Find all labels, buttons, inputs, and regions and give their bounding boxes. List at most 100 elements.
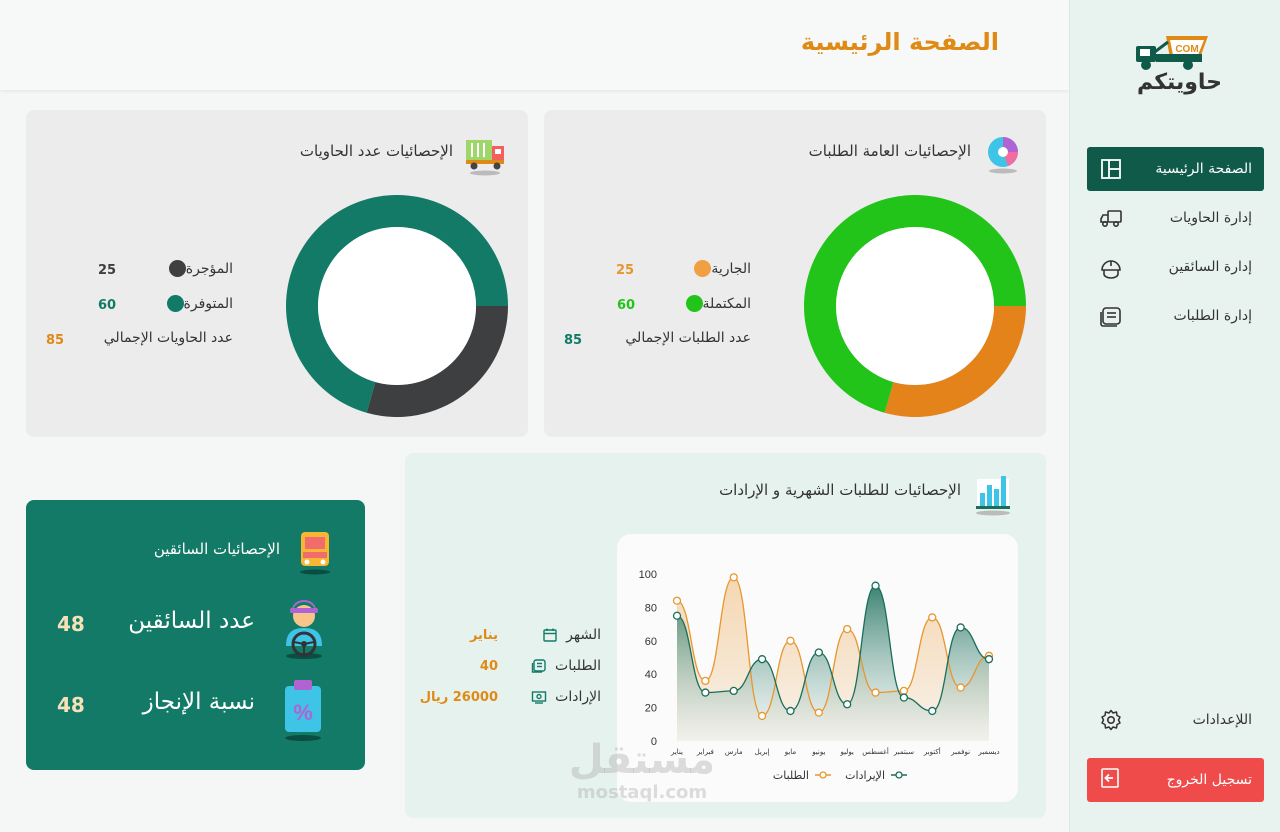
legend-rented: المؤجرة bbox=[157, 260, 233, 277]
x-tick-label: مارس bbox=[725, 748, 743, 756]
orders-donut-chart bbox=[804, 195, 1026, 417]
monthly-stats-title: الإحصائيات للطلبات الشهرية و الإرادات bbox=[719, 481, 961, 499]
data-point bbox=[984, 655, 994, 664]
data-point bbox=[899, 693, 909, 702]
donut-slice-2 bbox=[804, 195, 1026, 413]
data-point bbox=[757, 711, 767, 721]
y-tick-label: 100 bbox=[639, 569, 657, 581]
data-point bbox=[672, 596, 682, 605]
x-tick-label: نوفمبر bbox=[950, 748, 970, 756]
x-tick-label: ديسمبر bbox=[977, 748, 999, 756]
info-month: الشهر bbox=[542, 627, 601, 643]
orders-icon bbox=[1099, 304, 1123, 328]
data-point bbox=[843, 624, 852, 634]
x-tick-label: أغسطس bbox=[862, 747, 889, 756]
x-tick-label: يونيو bbox=[811, 748, 825, 756]
legend-ongoing: الجارية bbox=[682, 260, 751, 277]
school-bus-icon bbox=[300, 532, 330, 575]
x-tick-label: يناير bbox=[670, 748, 683, 756]
drivers-stats-card: الإحصائيات السائقين عدد السائقين 48 % نس… bbox=[26, 500, 365, 770]
info-label: الإرادات bbox=[555, 689, 601, 705]
data-point bbox=[701, 688, 710, 697]
sidebar-item-home[interactable]: الصفحة الرئيسية bbox=[1087, 147, 1264, 191]
info-value: 26000 ريال bbox=[419, 690, 498, 705]
monthly-chart-svg: 0 20 40 60 80 100 يناير فبراير مارس إبريل مايو يوني… bbox=[639, 569, 1000, 782]
y-tick-label: 0 bbox=[651, 736, 657, 748]
data-point bbox=[956, 623, 965, 632]
settings-button[interactable]: اللإعدادات bbox=[1087, 698, 1264, 742]
legend-value: 25 bbox=[98, 263, 117, 278]
donut-slice-1 bbox=[884, 306, 1026, 417]
y-tick-label: 60 bbox=[645, 636, 657, 648]
x-tick-label: إبريل bbox=[755, 748, 770, 756]
sidebar-item-label: إدارة السائقين bbox=[1168, 259, 1252, 275]
donut-slice-2 bbox=[286, 195, 508, 413]
x-tick-label: سبتمبر bbox=[893, 748, 914, 756]
page-title: الصفحة الرئيسية bbox=[800, 28, 999, 56]
data-point bbox=[814, 648, 823, 657]
settings-label: اللإعدادات bbox=[1192, 712, 1252, 728]
y-tick-label: 20 bbox=[645, 703, 657, 715]
layout-icon bbox=[1099, 157, 1123, 181]
legend-available: المتوفرة bbox=[155, 295, 233, 312]
brand-name: حاويتكم bbox=[1136, 70, 1223, 95]
donut-slice-1 bbox=[366, 306, 508, 417]
x-tick-label: أكتوبر bbox=[923, 747, 941, 756]
legend-item: الطلبات bbox=[773, 769, 831, 782]
sidebar-item-containers[interactable]: إدارة الحاويات bbox=[1087, 196, 1264, 240]
drivers-count-value: 48 bbox=[57, 612, 85, 636]
legend-completed: المكتملة bbox=[674, 295, 751, 312]
info-label: الشهر bbox=[566, 627, 601, 643]
brand-badge: COM bbox=[1175, 44, 1198, 55]
data-point bbox=[729, 686, 738, 696]
svg-text:%: % bbox=[293, 700, 313, 725]
legend-label: المكتملة bbox=[702, 295, 751, 312]
legend-label: الجارية bbox=[711, 260, 751, 277]
data-point bbox=[672, 611, 682, 620]
drivers-count-label: عدد السائقين bbox=[128, 608, 255, 634]
legend-value: 60 bbox=[98, 298, 117, 313]
data-point bbox=[757, 655, 767, 664]
legend-dot-ongoing bbox=[694, 260, 712, 277]
legend-item: الإيرادات bbox=[845, 769, 907, 782]
legend-total: عدد الحاويات الإجمالي bbox=[104, 330, 233, 346]
sidebar-item-label: الصفحة الرئيسية bbox=[1155, 161, 1252, 177]
legend-label: الإيرادات bbox=[845, 769, 885, 782]
cash-icon bbox=[531, 691, 547, 704]
info-value: يناير bbox=[469, 628, 498, 643]
containers-stats-title: الإحصائيات عدد الحاويات bbox=[299, 142, 453, 160]
data-point bbox=[786, 706, 795, 716]
info-label: الطلبات bbox=[555, 658, 601, 674]
logout-button[interactable]: تسجيل الخروج bbox=[1087, 758, 1264, 802]
gear-icon bbox=[1099, 708, 1123, 732]
data-point bbox=[928, 613, 937, 622]
legend-value: 60 bbox=[617, 298, 636, 313]
x-tick-label: يوليو bbox=[839, 748, 853, 756]
completion-rate-value: 48 bbox=[57, 693, 85, 717]
containers-donut-chart bbox=[286, 195, 508, 417]
sidebar-item-orders[interactable]: إدارة الطلبات bbox=[1087, 294, 1264, 338]
data-point bbox=[928, 706, 937, 716]
truck-icon bbox=[1099, 206, 1123, 230]
data-point bbox=[786, 636, 795, 645]
legend-label: المؤجرة bbox=[185, 260, 233, 277]
data-point bbox=[956, 683, 965, 692]
data-point bbox=[871, 688, 880, 697]
watermark-arabic: مستقل bbox=[568, 737, 716, 783]
y-tick-label: 80 bbox=[645, 602, 657, 614]
container-truck-icon bbox=[466, 140, 504, 176]
legend-dot-available bbox=[166, 295, 184, 312]
brand-logo-icon: COM bbox=[1136, 36, 1208, 70]
legend-label: الطلبات bbox=[773, 769, 809, 782]
donut-hole bbox=[836, 227, 994, 385]
watermark: مستقل mostaql.com bbox=[562, 738, 722, 804]
data-point bbox=[899, 686, 909, 696]
orders-stats-title: الإحصائيات العامة الطلبات bbox=[808, 142, 971, 160]
sidebar-item-drivers[interactable]: إدارة السائقين bbox=[1087, 245, 1264, 289]
containers-stats-card: الإحصائيات عدد الحاويات المؤجرة 25 المتو… bbox=[26, 110, 528, 437]
x-tick-label: فبراير bbox=[696, 748, 714, 756]
orders-icon bbox=[531, 659, 546, 673]
data-point bbox=[871, 581, 880, 590]
sidebar-item-label: إدارة الحاويات bbox=[1169, 210, 1252, 226]
driver-avatar-icon bbox=[286, 600, 322, 659]
